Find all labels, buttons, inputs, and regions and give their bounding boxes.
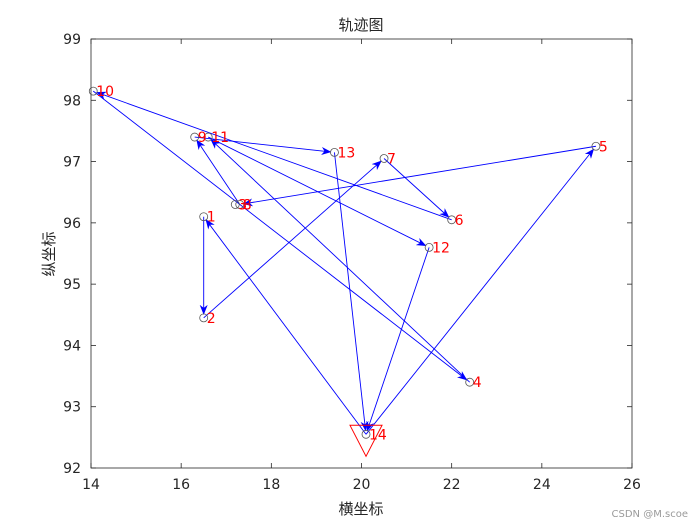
y-tick-label: 99	[63, 32, 81, 48]
point-marker	[199, 212, 209, 222]
x-tick-label: 26	[623, 477, 641, 493]
point-label: 13	[337, 145, 355, 161]
y-tick-label: 95	[63, 277, 81, 293]
x-tick-label: 14	[82, 477, 100, 493]
point-label: 3	[238, 197, 247, 213]
point-marker	[591, 141, 601, 151]
point-marker	[330, 147, 339, 157]
point-label: 1	[207, 210, 216, 226]
y-tick-label: 92	[63, 461, 81, 477]
point-label: 7	[387, 152, 396, 168]
x-tick-label: 20	[353, 477, 371, 493]
point-label: 14	[369, 427, 387, 443]
trajectory-paths	[92, 90, 597, 435]
watermark: CSDN @M.scoe	[611, 509, 688, 520]
path-segment	[208, 136, 427, 247]
point-label: 2	[207, 311, 216, 327]
y-tick-label: 97	[63, 155, 81, 171]
x-axis-title: 横坐标	[338, 500, 383, 518]
point-label: 6	[455, 213, 464, 229]
point-marker	[88, 86, 98, 96]
point-label: 11	[211, 130, 229, 146]
x-tick-label: 24	[533, 477, 551, 493]
x-tick-label: 16	[172, 477, 190, 493]
path-segment	[365, 148, 595, 435]
plot-frame	[90, 38, 633, 469]
path-segment	[196, 139, 241, 205]
point-marker	[447, 215, 457, 225]
y-tick-label: 93	[63, 400, 81, 416]
chart-title: 轨迹图	[338, 16, 383, 34]
point-marker	[230, 200, 240, 209]
y-tick-label: 94	[63, 338, 81, 354]
point-markers	[88, 86, 601, 458]
path-segment	[96, 91, 452, 221]
y-axis-title: 纵坐标	[40, 231, 58, 276]
point-marker	[190, 132, 200, 142]
path-segment	[366, 247, 430, 432]
point-marker	[361, 429, 371, 439]
x-tick-label: 18	[262, 477, 280, 493]
point-label: 8	[243, 197, 252, 213]
point-marker	[199, 313, 209, 323]
y-tick-label: 96	[63, 216, 81, 232]
point-marker	[424, 242, 434, 252]
path-segment	[92, 90, 468, 381]
point-marker	[235, 200, 245, 209]
path-segment	[334, 152, 369, 432]
point-marker	[465, 377, 475, 387]
point-label: 12	[432, 240, 450, 256]
x-axis-ticks: 14 16 18 20 22 24 26	[82, 39, 641, 493]
end-triangle-marker	[349, 424, 383, 458]
point-label: 5	[599, 139, 608, 155]
path-segment	[205, 219, 367, 435]
point-label: 10	[96, 84, 114, 100]
y-tick-label: 98	[63, 93, 81, 109]
path-segment	[383, 158, 450, 218]
path-segment	[194, 136, 332, 155]
point-label: 9	[198, 130, 207, 146]
point-marker	[203, 132, 213, 142]
point-label: 4	[473, 375, 482, 391]
path-segment	[203, 160, 382, 319]
path-segment	[210, 139, 471, 383]
path-segment	[242, 145, 597, 207]
point-marker	[379, 154, 389, 163]
x-tick-label: 22	[443, 477, 461, 493]
